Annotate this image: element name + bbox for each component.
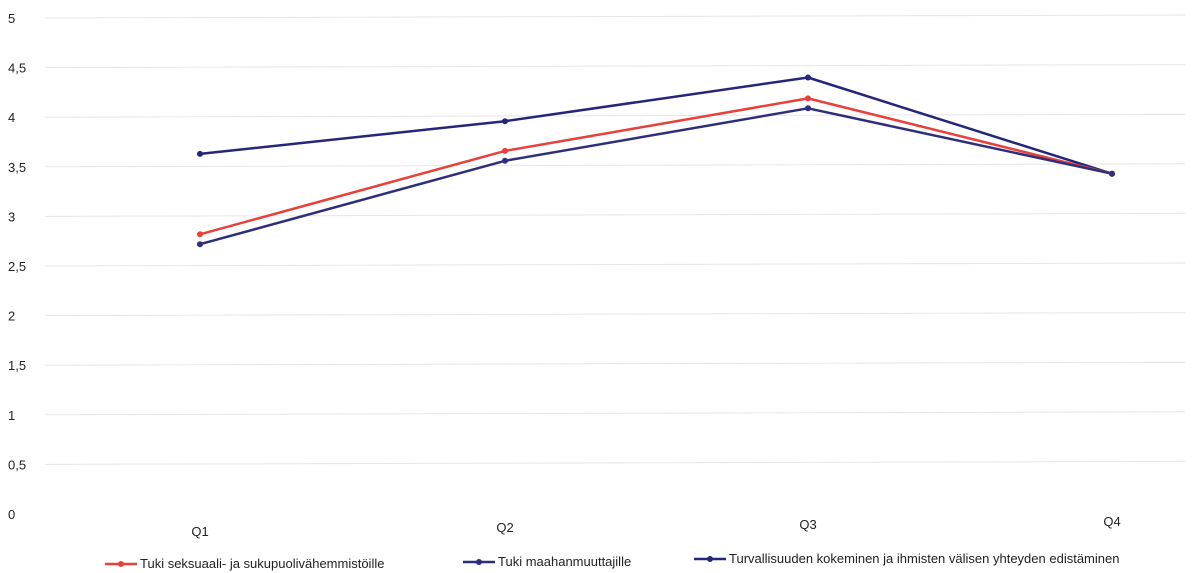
gridline-8 xyxy=(44,113,1186,118)
y-tick-label: 1,5 xyxy=(8,358,26,373)
series-lines xyxy=(197,74,1115,248)
legend-swatch-marker xyxy=(476,559,482,565)
legend-item-2: Turvallisuuden kokeminen ja ihmisten väl… xyxy=(694,551,1119,566)
series-1 xyxy=(197,105,1115,248)
legend-swatch-marker xyxy=(707,556,713,562)
legend-item-1: Tuki maahanmuuttajille xyxy=(463,554,631,569)
y-tick-label: 4 xyxy=(8,110,15,125)
y-tick-label: 0 xyxy=(8,507,15,522)
gridline-1 xyxy=(44,460,1186,465)
gridline-7 xyxy=(44,163,1186,168)
legend: Tuki seksuaali- ja sukupuolivähemmistöil… xyxy=(105,551,1119,571)
gridline-2 xyxy=(44,411,1186,416)
data-point xyxy=(197,231,203,238)
y-axis-ticks: 0 0,5 1 1,5 2 2,5 3 3,5 4 4,5 5 xyxy=(8,11,26,522)
gridline-4 xyxy=(44,312,1186,317)
series-line-2 xyxy=(198,76,1114,175)
y-tick-label: 3,5 xyxy=(8,160,26,175)
y-tick-label: 2,5 xyxy=(8,259,26,274)
y-tick-label: 0,5 xyxy=(8,457,26,472)
legend-label: Tuki seksuaali- ja sukupuolivähemmistöil… xyxy=(140,556,384,571)
y-tick-label: 1 xyxy=(8,408,15,423)
gridline-3 xyxy=(44,361,1186,366)
y-tick-label: 5 xyxy=(8,11,15,26)
grid xyxy=(44,14,1186,465)
data-point xyxy=(502,118,508,125)
x-category-label: Q2 xyxy=(496,520,513,535)
gridline-6 xyxy=(44,212,1186,217)
y-tick-label: 4,5 xyxy=(8,61,26,76)
x-axis-categories: Q1 Q2 Q3 Q4 xyxy=(191,514,1120,539)
x-category-label: Q3 xyxy=(799,517,816,532)
data-point xyxy=(502,157,508,164)
x-category-label: Q1 xyxy=(191,524,208,539)
legend-swatch-marker xyxy=(118,561,124,567)
data-point xyxy=(805,74,811,81)
data-point xyxy=(805,105,811,112)
x-category-label: Q4 xyxy=(1103,514,1120,529)
data-point xyxy=(197,150,203,157)
gridline-5 xyxy=(44,262,1186,267)
y-tick-label: 3 xyxy=(8,209,15,224)
gridline-9 xyxy=(44,64,1186,69)
legend-item-0: Tuki seksuaali- ja sukupuolivähemmistöil… xyxy=(105,556,384,571)
series-line-0 xyxy=(198,97,1114,236)
legend-label: Tuki maahanmuuttajille xyxy=(498,554,631,569)
legend-label: Turvallisuuden kokeminen ja ihmisten väl… xyxy=(729,551,1119,566)
gridline-10 xyxy=(44,14,1186,19)
data-point xyxy=(197,241,203,248)
data-point xyxy=(1109,170,1115,177)
y-tick-label: 2 xyxy=(8,309,15,324)
data-point xyxy=(805,95,811,102)
data-point xyxy=(502,147,508,154)
series-line-1 xyxy=(198,107,1114,246)
